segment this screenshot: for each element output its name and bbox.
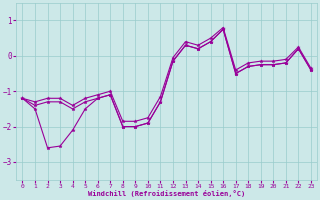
X-axis label: Windchill (Refroidissement éolien,°C): Windchill (Refroidissement éolien,°C) <box>88 190 245 197</box>
